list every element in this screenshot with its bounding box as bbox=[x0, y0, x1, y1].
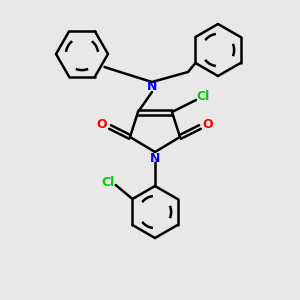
Text: N: N bbox=[150, 152, 160, 166]
Text: Cl: Cl bbox=[196, 89, 210, 103]
Text: N: N bbox=[147, 80, 157, 92]
Text: O: O bbox=[203, 118, 213, 131]
Text: O: O bbox=[97, 118, 107, 131]
Text: Cl: Cl bbox=[101, 176, 114, 190]
